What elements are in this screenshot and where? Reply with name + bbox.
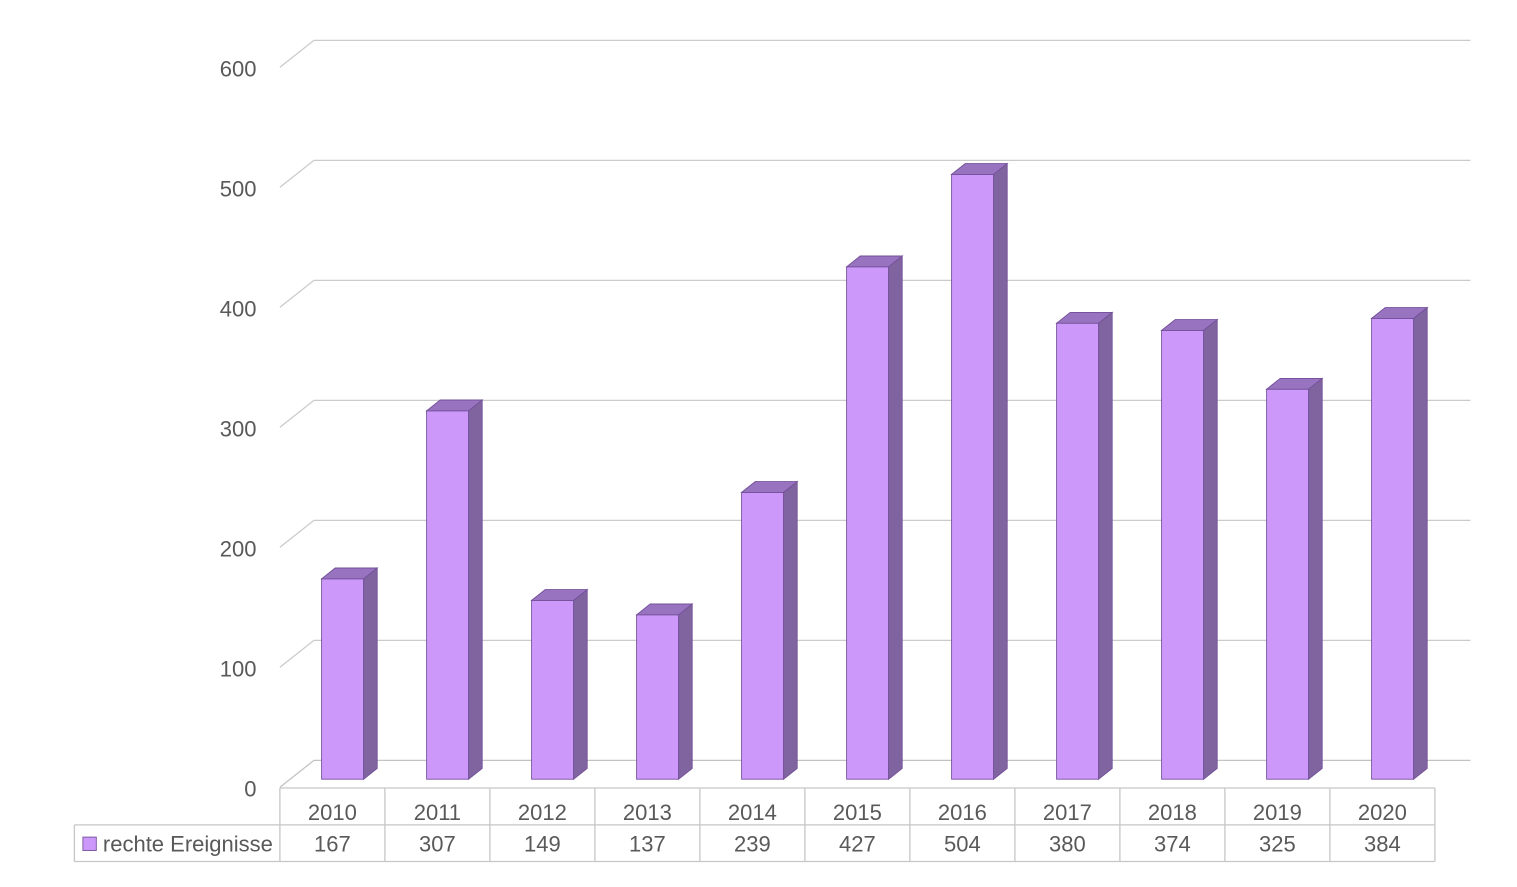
svg-text:2012: 2012 [518, 800, 567, 825]
svg-text:427: 427 [839, 831, 876, 856]
svg-text:500: 500 [220, 177, 257, 202]
svg-text:325: 325 [1259, 831, 1296, 856]
svg-text:400: 400 [220, 297, 257, 322]
svg-text:2013: 2013 [623, 800, 672, 825]
svg-text:167: 167 [314, 831, 351, 856]
svg-text:504: 504 [944, 831, 981, 856]
svg-text:300: 300 [220, 417, 257, 442]
svg-text:2019: 2019 [1253, 800, 1302, 825]
svg-text:384: 384 [1364, 831, 1401, 856]
svg-text:600: 600 [220, 57, 257, 82]
svg-text:2020: 2020 [1358, 800, 1407, 825]
svg-text:137: 137 [629, 831, 666, 856]
svg-text:2014: 2014 [728, 800, 777, 825]
svg-text:0: 0 [244, 777, 256, 802]
svg-text:307: 307 [419, 831, 456, 856]
svg-text:149: 149 [524, 831, 561, 856]
svg-text:380: 380 [1049, 831, 1086, 856]
svg-text:rechte Ereignisse: rechte Ereignisse [103, 832, 273, 857]
svg-text:2017: 2017 [1043, 800, 1092, 825]
svg-text:374: 374 [1154, 831, 1191, 856]
svg-text:200: 200 [220, 537, 257, 562]
svg-text:239: 239 [734, 831, 771, 856]
svg-text:100: 100 [220, 657, 257, 682]
svg-text:2018: 2018 [1148, 800, 1197, 825]
svg-text:2010: 2010 [308, 800, 357, 825]
svg-text:2015: 2015 [833, 800, 882, 825]
svg-text:2016: 2016 [938, 800, 987, 825]
svg-text:2011: 2011 [414, 800, 461, 825]
